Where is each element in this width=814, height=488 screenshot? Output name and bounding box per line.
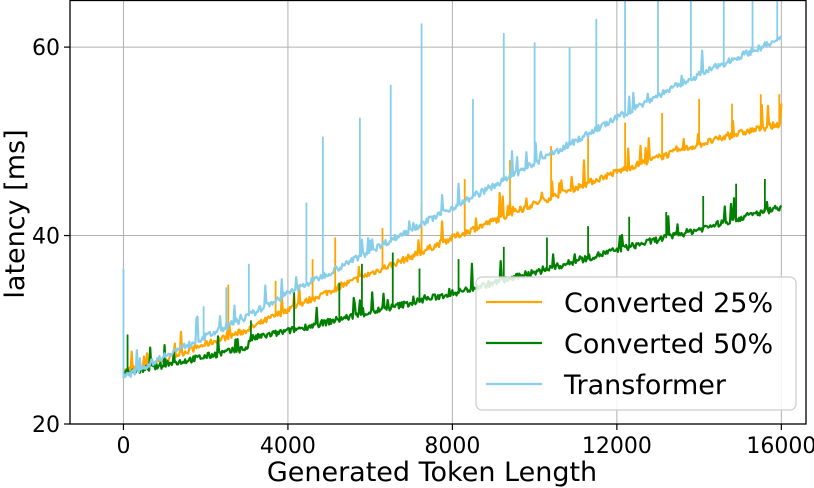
- y-tick-label: 40: [32, 225, 60, 250]
- series-transformer: [122, 0, 783, 379]
- series-converted-25-: [122, 94, 783, 376]
- x-tick-label: 12000: [582, 434, 652, 459]
- series-line: [122, 103, 783, 376]
- series-line: [122, 197, 783, 378]
- legend-entry-label: Converted 50%: [564, 329, 773, 360]
- legend-entry-label: Transformer: [563, 370, 727, 401]
- x-axis-ticks: 0 4000 8000 12000 16000: [116, 424, 814, 459]
- x-tick-label: 8000: [424, 434, 480, 459]
- series-layer: [122, 0, 783, 379]
- legend-entry-label: Converted 25%: [564, 288, 773, 319]
- legend: Converted 25% Converted 50% Transformer: [475, 276, 797, 411]
- y-tick-label: 60: [32, 36, 60, 61]
- y-axis-label: latency [ms]: [0, 129, 31, 298]
- plot-frame: [69, 0, 807, 425]
- y-tick-label: 20: [32, 413, 60, 438]
- y-axis-ticks: 20 40 60: [32, 36, 70, 438]
- series-line: [122, 35, 783, 379]
- x-tick-label: 0: [116, 434, 130, 459]
- x-axis-label: Generated Token Length: [267, 457, 597, 488]
- x-tick-label: 4000: [260, 434, 316, 459]
- series-converted-50-: [122, 179, 783, 378]
- x-tick-label: 16000: [746, 434, 814, 459]
- legend-box: [475, 276, 797, 411]
